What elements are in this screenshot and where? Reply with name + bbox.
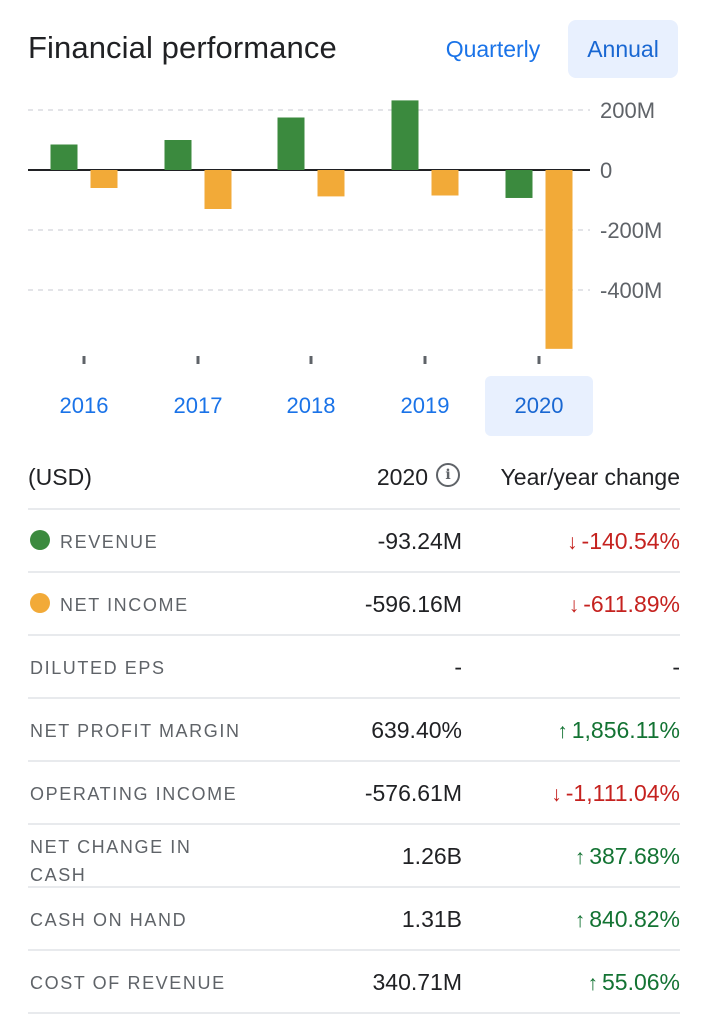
row-label: NET CHANGE IN CASH: [30, 837, 192, 885]
info-icon[interactable]: i: [436, 463, 460, 487]
year-button-2019[interactable]: 2019: [400, 393, 450, 418]
bar-net-income-2020[interactable]: [545, 170, 573, 349]
row-label: REVENUE: [60, 532, 159, 552]
row-change: ↓ -1,111.04%: [551, 780, 680, 807]
row-value: 639.40%: [371, 717, 462, 743]
change-value: -1,111.04%: [565, 780, 680, 806]
bar-revenue-2017[interactable]: [164, 140, 192, 170]
row-change: -: [672, 654, 680, 681]
arrow-down-icon: ↓: [568, 594, 580, 617]
financial-header: Financial performance Quarterly Annual: [0, 0, 708, 100]
table-row: COST OF REVENUE 340.71M ↑ 55.06%: [28, 951, 680, 1014]
change-column-header: Year/year change: [500, 464, 680, 490]
table-row: NET INCOME -596.16M ↓ -611.89%: [28, 573, 680, 636]
y-tick-label: -200M: [600, 218, 662, 243]
year-selector: 2016 2017 2018 2019 2020: [0, 374, 708, 436]
table-row: CASH ON HAND 1.31B ↑ 840.82%: [28, 888, 680, 951]
bar-revenue-2020[interactable]: [505, 170, 533, 198]
row-label: NET PROFIT MARGIN: [30, 721, 241, 741]
row-value: -596.16M: [364, 591, 462, 617]
row-change: ↑ 55.06%: [587, 969, 680, 996]
row-label: NET INCOME: [60, 595, 189, 615]
arrow-up-icon: ↑: [557, 720, 568, 743]
table-body: REVENUE -93.24M ↓ -140.54% NET INCOME -596.16…: [28, 510, 680, 1014]
table-row: REVENUE -93.24M ↓ -140.54%: [28, 510, 680, 573]
table-row: DILUTED EPS - -: [28, 636, 680, 699]
legend-dot: [30, 530, 50, 550]
bar-net-income-2019[interactable]: [431, 170, 459, 196]
row-value: -93.24M: [377, 528, 462, 554]
tab-quarterly[interactable]: Quarterly: [445, 36, 541, 62]
year-button-2017[interactable]: 2017: [173, 393, 223, 418]
change-value: -140.54%: [581, 528, 680, 554]
year-column-header: 2020: [376, 464, 428, 490]
financial-bar-chart: 200M 0 -200M -400M: [0, 90, 708, 370]
row-change: ↑ 387.68%: [575, 843, 680, 870]
change-value: -611.89%: [583, 591, 680, 617]
row-change: ↑ 1,856.11%: [557, 717, 680, 744]
change-value: 55.06%: [601, 969, 680, 995]
bar-revenue-2018[interactable]: [277, 117, 305, 171]
bar-revenue-2019[interactable]: [391, 100, 419, 170]
row-label: DILUTED EPS: [30, 658, 166, 678]
row-change: ↓ -611.89%: [569, 591, 680, 618]
bar-revenue-2016[interactable]: [50, 144, 78, 171]
change-value: 387.68%: [589, 843, 680, 869]
table-row: OPERATING INCOME -576.61M ↓ -1,111.04%: [28, 762, 680, 825]
row-change: ↓ -140.54%: [567, 528, 680, 555]
year-button-2016[interactable]: 2016: [59, 393, 109, 418]
year-button-2020[interactable]: 2020: [485, 376, 593, 436]
arrow-down-icon: ↓: [567, 531, 578, 554]
row-label: CASH ON HAND: [30, 910, 188, 930]
change-value: 840.82%: [589, 906, 680, 932]
table-row: NET PROFIT MARGIN 639.40% ↑ 1,856.11%: [28, 699, 680, 762]
change-value: 1,856.11%: [571, 717, 680, 743]
bar-net-income-2017[interactable]: [204, 170, 232, 209]
row-label: OPERATING INCOME: [30, 784, 238, 804]
change-value: -: [672, 654, 680, 680]
row-value: 1.31B: [401, 906, 462, 932]
section-title: Financial performance: [28, 30, 337, 65]
tab-annual[interactable]: Annual: [568, 20, 678, 78]
row-value: 1.26B: [401, 843, 462, 869]
y-tick-label: 0: [600, 158, 612, 183]
arrow-up-icon: ↑: [574, 846, 586, 869]
currency-label: (USD): [28, 464, 92, 490]
legend-dot: [30, 593, 50, 613]
arrow-down-icon: ↓: [551, 783, 562, 806]
y-tick-label: 200M: [600, 98, 655, 123]
chart-svg: 200M 0 -200M -400M: [28, 98, 662, 364]
arrow-up-icon: ↑: [574, 909, 586, 932]
row-change: ↑ 840.82%: [575, 906, 680, 933]
financial-table: (USD) 2020 i Year/year change REVENUE -93…: [28, 446, 680, 1014]
year-button-2018[interactable]: 2018: [286, 393, 336, 418]
row-value: -576.61M: [364, 780, 462, 806]
bar-net-income-2018[interactable]: [317, 170, 345, 197]
arrow-up-icon: ↑: [587, 972, 598, 995]
bar-net-income-2016[interactable]: [90, 170, 118, 188]
row-value: 340.71M: [372, 969, 462, 995]
row-value: -: [454, 654, 462, 680]
table-row: NET CHANGE IN CASH 1.26B ↑ 387.68%: [28, 825, 680, 888]
row-label: COST OF REVENUE: [30, 973, 226, 993]
table-header: (USD) 2020 i Year/year change: [28, 446, 680, 510]
y-tick-label: -400M: [600, 278, 662, 303]
